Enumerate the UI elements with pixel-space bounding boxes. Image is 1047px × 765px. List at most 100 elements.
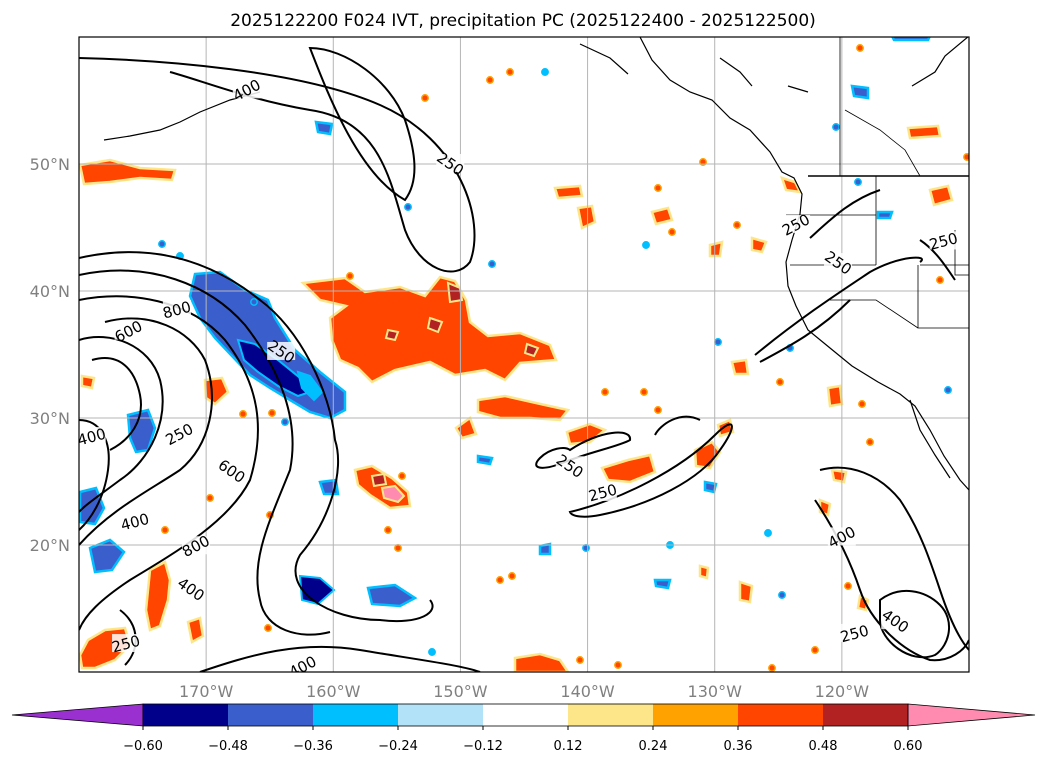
colorbar-segment (143, 704, 228, 726)
colorbar-tick-label: −0.24 (378, 739, 418, 754)
colorbar-tick-label: 0.60 (894, 739, 923, 754)
map-frame (78, 36, 970, 673)
longitude-tick-labels: 170°W 160°W 150°W 140°W 130°W 120°W (179, 682, 869, 701)
precip-region (446, 281, 464, 304)
coastline (909, 399, 951, 479)
contour-label-bg (165, 424, 194, 443)
colorbar-segment (398, 704, 483, 726)
ivt-contour (79, 419, 110, 531)
colorbar-tick-label: −0.36 (293, 739, 333, 754)
colorbar-segment (823, 704, 908, 726)
precip-region (818, 498, 832, 517)
contour-label-bg (555, 456, 584, 475)
colorbar-tick-label: 0.48 (809, 739, 838, 754)
precip-region (186, 616, 205, 644)
contour-label-bg (181, 536, 210, 555)
state-border (844, 109, 921, 177)
precip-cell (963, 153, 969, 161)
contour-label-bg (824, 253, 853, 272)
ivt-contour (79, 335, 164, 513)
precip-cell (428, 648, 436, 656)
precip-region (891, 37, 931, 42)
precip-cell (944, 386, 952, 394)
precip-region (80, 374, 96, 390)
precip-cell (404, 203, 412, 211)
precip-cell (394, 544, 402, 552)
ivt-contour (308, 46, 416, 202)
precip-region (830, 468, 848, 484)
precip-region (88, 538, 126, 574)
precip-cell (654, 406, 662, 414)
precip-region (826, 384, 844, 408)
precip-cell (640, 388, 648, 396)
precip-cell (668, 228, 676, 236)
precip-region (750, 236, 768, 254)
precip-cell (582, 544, 590, 552)
lat-tick-label: 50°N (30, 155, 70, 174)
precip-region (366, 583, 418, 608)
colorbar-extend-low (11, 703, 144, 727)
precip-cell (642, 241, 650, 249)
ivt-contour (199, 645, 481, 672)
colorbar-tick-label: −0.48 (208, 739, 248, 754)
precip-cell (936, 276, 944, 284)
contour-label-bg (176, 579, 205, 598)
precip-region (296, 370, 324, 402)
contour-label-bg (588, 482, 617, 501)
ivt-contour (809, 189, 881, 239)
precip-region (780, 176, 803, 194)
precip-region (314, 120, 334, 136)
colorbar-segment (568, 704, 653, 726)
contour-label-bg (827, 527, 856, 546)
coastline (579, 43, 629, 75)
contour-label-bg (232, 80, 261, 99)
state-border (830, 299, 919, 329)
precip-region (236, 338, 312, 398)
contour-label-bg (436, 154, 465, 172)
precip-cell (421, 94, 429, 102)
ivt-contour (79, 317, 213, 546)
precip-region (523, 342, 540, 358)
precip-cell (856, 44, 864, 52)
precip-region (703, 480, 718, 494)
precip-cell (398, 472, 406, 480)
precip-region (513, 652, 570, 672)
colorbar-segment (313, 704, 398, 726)
contour-label-bg (881, 611, 910, 630)
precip-region (476, 454, 494, 466)
precip-region (476, 394, 571, 422)
contour-label-bg (217, 461, 246, 480)
precip-cell (858, 400, 866, 408)
coastline (719, 57, 753, 87)
precip-region (876, 210, 894, 220)
lon-tick-label: 140°W (560, 682, 615, 701)
ivt-contour (759, 299, 851, 363)
contour-label-bg (288, 656, 317, 672)
precip-cell (768, 664, 776, 672)
precip-region (850, 84, 870, 100)
colorbar-tick-label: 0.24 (639, 739, 668, 754)
colorbar-tick-label: 0.12 (554, 739, 583, 754)
ivt-contour (879, 589, 951, 659)
contour-label-bg (114, 321, 143, 340)
precip-region (653, 578, 672, 590)
precip-region (698, 564, 710, 580)
ivt-contour (79, 251, 434, 623)
lon-tick-label: 160°W (306, 682, 361, 701)
contour-label-bg (267, 341, 296, 360)
contour-label-bg (79, 427, 106, 446)
colorbar-segment (653, 704, 738, 726)
ivt-contour (654, 415, 701, 436)
colorbar-frame (142, 703, 909, 727)
ivt-contour (754, 256, 923, 356)
precip-cell (776, 378, 784, 386)
precip-cell (614, 661, 622, 669)
chart-title: 2025122200 F024 IVT, precipitation PC (2… (230, 11, 816, 31)
precip-region (553, 184, 584, 200)
coastline (103, 91, 261, 141)
precip-cell (714, 338, 722, 346)
precip-region (856, 594, 870, 612)
precip-region (600, 453, 657, 484)
precip-cell (764, 529, 772, 537)
